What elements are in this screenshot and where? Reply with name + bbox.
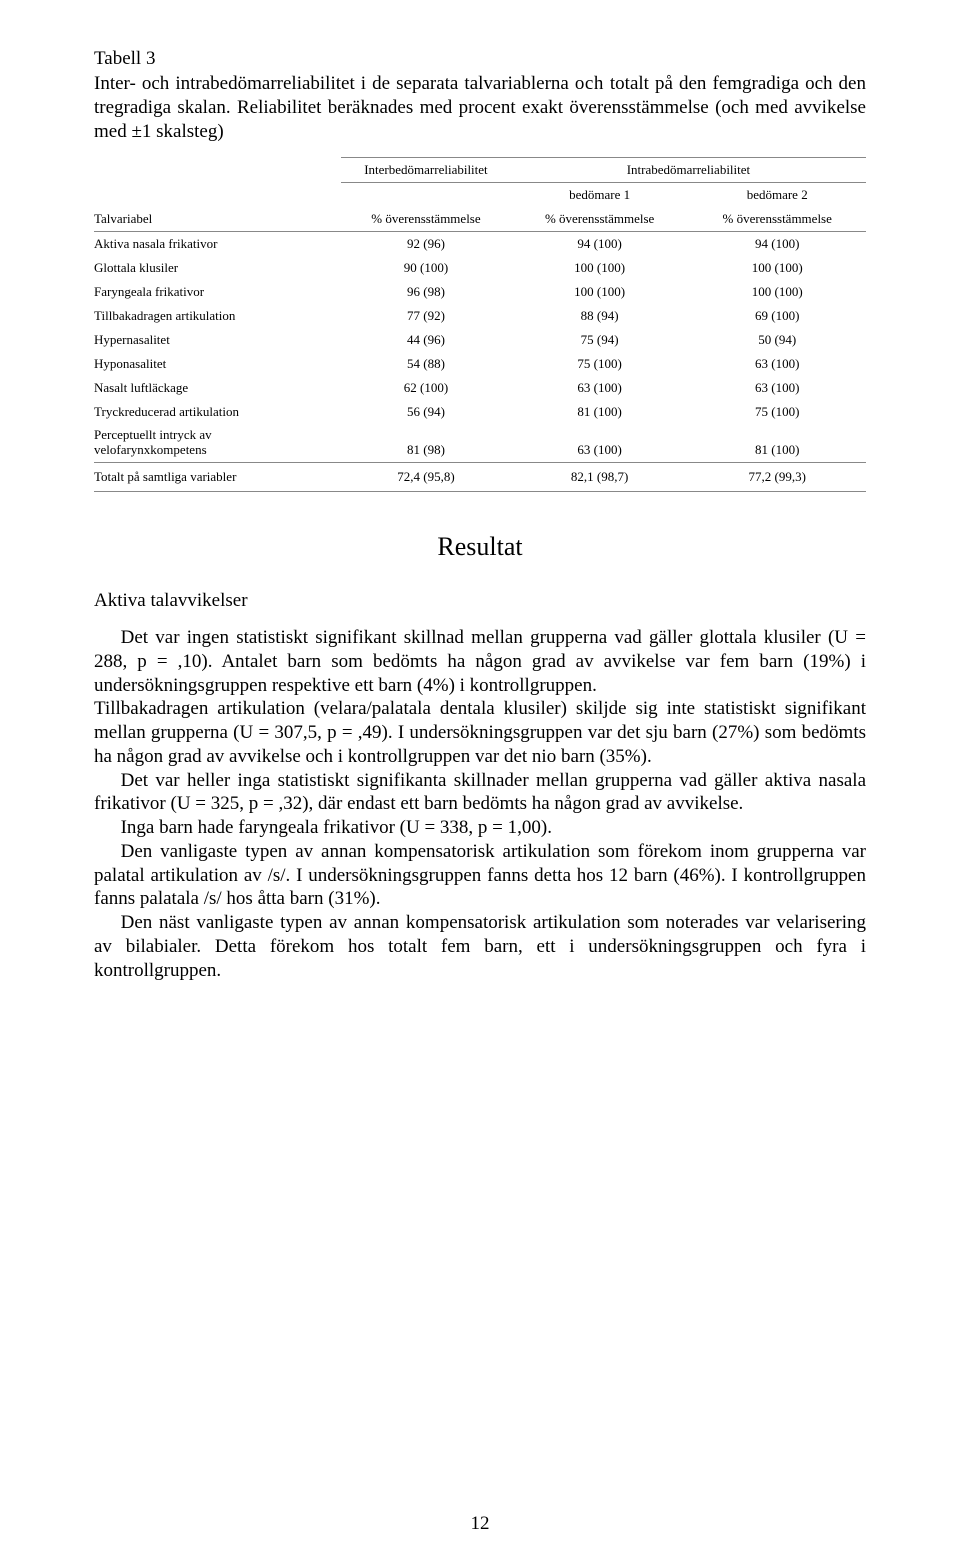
cell: 75 (100) [511, 352, 689, 376]
row-label: Faryngeala frikativor [94, 280, 341, 304]
table-row: Hyponasalitet54 (88)75 (100)63 (100) [94, 352, 866, 376]
col-header-pct: % överensstämmelse [511, 207, 689, 232]
cell: 77,2 (99,3) [688, 463, 866, 492]
cell: 63 (100) [511, 376, 689, 400]
paragraph: Inga barn hade faryngeala frikativor (U … [94, 816, 866, 840]
cell: 63 (100) [511, 424, 689, 462]
caption-pre: Inter- och intrabedömarreliabilitet i de… [94, 73, 575, 94]
cell: 90 (100) [341, 256, 511, 280]
col-header-pct: % överensstämmelse [688, 207, 866, 232]
reliability-table: Interbedömarreliabilitet Intrabedömarrel… [94, 157, 866, 492]
cell: 94 (100) [511, 232, 689, 257]
subsection-heading: Aktiva talavvikelser [94, 590, 866, 612]
cell: 100 (100) [511, 256, 689, 280]
table-caption: Inter- och intrabedömarreliabilitet i de… [94, 72, 866, 143]
paragraph: Den näst vanligaste typen av annan kompe… [94, 911, 866, 982]
cell: 100 (100) [511, 280, 689, 304]
cell: 63 (100) [688, 352, 866, 376]
cell: 100 (100) [688, 280, 866, 304]
cell: 94 (100) [688, 232, 866, 257]
table-row-total: Totalt på samtliga variabler72,4 (95,8)8… [94, 463, 866, 492]
row-label: Nasalt luftläckage [94, 376, 341, 400]
row-label: Totalt på samtliga variabler [94, 463, 341, 492]
cell: 77 (92) [341, 304, 511, 328]
page: Tabell 3 Inter- och intrabedömarreliabil… [0, 0, 960, 1563]
col-header-bed2: bedömare 2 [688, 183, 866, 208]
table-row: Faryngeala frikativor96 (98)100 (100)100… [94, 280, 866, 304]
table-row: Interbedömarreliabilitet Intrabedömarrel… [94, 158, 866, 183]
paragraph: Den vanligaste typen av annan kompensato… [94, 840, 866, 911]
row-label: Hyponasalitet [94, 352, 341, 376]
table-row: Talvariabel % överensstämmelse % överens… [94, 207, 866, 232]
row-label: Aktiva nasala frikativor [94, 232, 341, 257]
cell: 69 (100) [688, 304, 866, 328]
col-header-pct: % överensstämmelse [341, 207, 511, 232]
cell: 81 (100) [688, 424, 866, 462]
row-label: Hypernasalitet [94, 328, 341, 352]
cell: 44 (96) [341, 328, 511, 352]
cell: 100 (100) [688, 256, 866, 280]
section-heading-resultat: Resultat [94, 532, 866, 562]
cell: 75 (94) [511, 328, 689, 352]
paragraph: Det var ingen statistiskt signifikant sk… [94, 626, 866, 697]
cell: 81 (98) [341, 424, 511, 462]
table-row: bedömare 1 bedömare 2 [94, 183, 866, 208]
cell: 72,4 (95,8) [341, 463, 511, 492]
caption-och: och [575, 73, 604, 94]
col-header-inter: Interbedömarreliabilitet [341, 158, 511, 183]
row-label: Tillbakadragen artikulation [94, 304, 341, 328]
cell: 81 (100) [511, 400, 689, 424]
cell: 75 (100) [688, 400, 866, 424]
paragraph: Tillbakadragen artikulation (velara/pala… [94, 697, 866, 768]
table-row: Glottala klusiler90 (100)100 (100)100 (1… [94, 256, 866, 280]
cell: 62 (100) [341, 376, 511, 400]
paragraph: Det var heller inga statistiskt signifik… [94, 769, 866, 817]
table-row: Hypernasalitet44 (96)75 (94)50 (94) [94, 328, 866, 352]
cell: 63 (100) [688, 376, 866, 400]
cell: 92 (96) [341, 232, 511, 257]
page-number: 12 [0, 1513, 960, 1535]
cell: 88 (94) [511, 304, 689, 328]
table-label: Tabell 3 [94, 48, 866, 70]
row-label: Tryckreducerad artikulation [94, 400, 341, 424]
row-label: Perceptuellt intryck avvelofarynxkompete… [94, 424, 341, 462]
cell: 54 (88) [341, 352, 511, 376]
cell: 96 (98) [341, 280, 511, 304]
col-header-talvariabel: Talvariabel [94, 207, 341, 232]
col-header-intra: Intrabedömarreliabilitet [511, 158, 866, 183]
cell: 82,1 (98,7) [511, 463, 689, 492]
col-header-bed1: bedömare 1 [511, 183, 689, 208]
table-row: Tryckreducerad artikulation56 (94)81 (10… [94, 400, 866, 424]
table-row: Tillbakadragen artikulation77 (92)88 (94… [94, 304, 866, 328]
table-row: Aktiva nasala frikativor92 (96)94 (100)9… [94, 232, 866, 257]
prose-block: Det var ingen statistiskt signifikant sk… [94, 626, 866, 982]
cell: 50 (94) [688, 328, 866, 352]
cell: 56 (94) [341, 400, 511, 424]
table-row: Nasalt luftläckage62 (100)63 (100)63 (10… [94, 376, 866, 400]
row-label: Glottala klusiler [94, 256, 341, 280]
table-row: Perceptuellt intryck avvelofarynxkompete… [94, 424, 866, 462]
